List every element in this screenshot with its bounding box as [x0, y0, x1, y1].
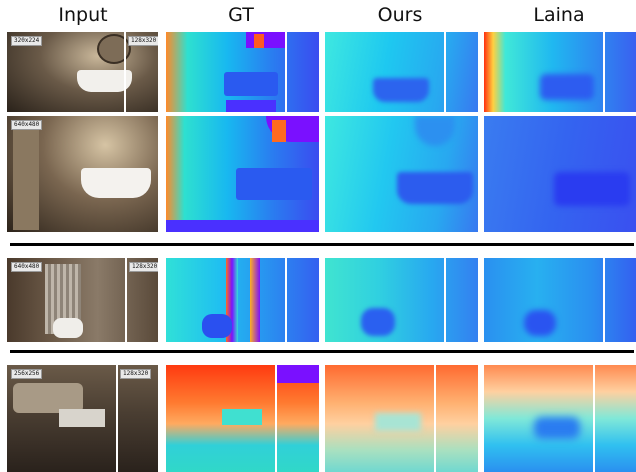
input-image-row3: 640x480 128x320 — [7, 258, 158, 342]
ours-depth-row1 — [325, 32, 478, 112]
toilet-depth — [524, 310, 556, 336]
header-laina: Laina — [533, 4, 585, 26]
sink-depth — [236, 168, 312, 200]
sink-depth — [540, 74, 594, 100]
ours-depth-row2 — [325, 116, 478, 232]
crop-separator — [593, 365, 595, 472]
door-shape — [13, 126, 39, 230]
gt-depth-row2 — [166, 116, 319, 232]
toilet-shape — [53, 318, 83, 338]
table-depth — [534, 417, 580, 439]
table-shape — [59, 409, 105, 427]
crop-separator — [444, 258, 446, 342]
section-divider — [10, 350, 634, 353]
gt-depth-row4 — [166, 365, 319, 472]
hot-region — [254, 34, 264, 48]
crop-separator — [603, 258, 605, 342]
header-gt: GT — [228, 4, 254, 26]
toilet-depth — [361, 308, 395, 336]
invalid-region — [246, 32, 286, 48]
size-label: 256x256 — [11, 369, 43, 379]
size-label: 128x320 — [120, 369, 152, 379]
crop-separator — [285, 258, 287, 342]
sink-shape — [81, 168, 151, 198]
crop-separator — [125, 258, 127, 342]
laina-depth-row2 — [484, 116, 636, 232]
sink-depth — [224, 72, 278, 96]
table-depth — [375, 413, 421, 431]
input-image-row1: 320x224 128x320 — [7, 32, 158, 112]
invalid-region — [226, 100, 276, 112]
laina-depth-row3 — [484, 258, 636, 342]
size-label: 128x320 — [129, 262, 158, 272]
gt-depth-row3 — [166, 258, 319, 342]
sink-shape — [77, 70, 132, 92]
sink-depth — [554, 172, 630, 206]
crop-separator — [444, 32, 446, 112]
size-label: 320x224 — [11, 36, 43, 46]
crop-separator — [285, 32, 287, 112]
size-label: 640x480 — [11, 120, 43, 130]
ours-depth-row3 — [325, 258, 478, 342]
crop-separator — [434, 365, 436, 472]
gt-depth-row1 — [166, 32, 319, 112]
size-label: 128x320 — [128, 36, 158, 46]
input-image-row4: 256x256 128x320 — [7, 365, 158, 472]
header-input: Input — [58, 4, 108, 26]
crop-separator — [603, 32, 605, 112]
invalid-region — [166, 220, 319, 232]
hot-region — [272, 120, 286, 142]
crop-separator — [116, 365, 118, 472]
input-image-row2: 640x480 — [7, 116, 158, 232]
crop-separator — [124, 32, 126, 112]
laina-depth-row1 — [484, 32, 636, 112]
invalid-region — [276, 365, 319, 383]
curtain-depth — [250, 258, 260, 342]
toilet-depth — [202, 314, 232, 338]
ours-depth-row4 — [325, 365, 478, 472]
mirror-depth — [415, 116, 455, 146]
crop-separator — [275, 365, 277, 472]
size-label: 640x480 — [11, 262, 43, 272]
sofa-shape — [13, 383, 83, 413]
sink-depth — [373, 78, 429, 102]
table-depth — [222, 409, 262, 425]
sink-depth — [397, 172, 473, 204]
header-ours: Ours — [377, 4, 423, 26]
laina-depth-row4 — [484, 365, 636, 472]
section-divider — [10, 243, 634, 246]
